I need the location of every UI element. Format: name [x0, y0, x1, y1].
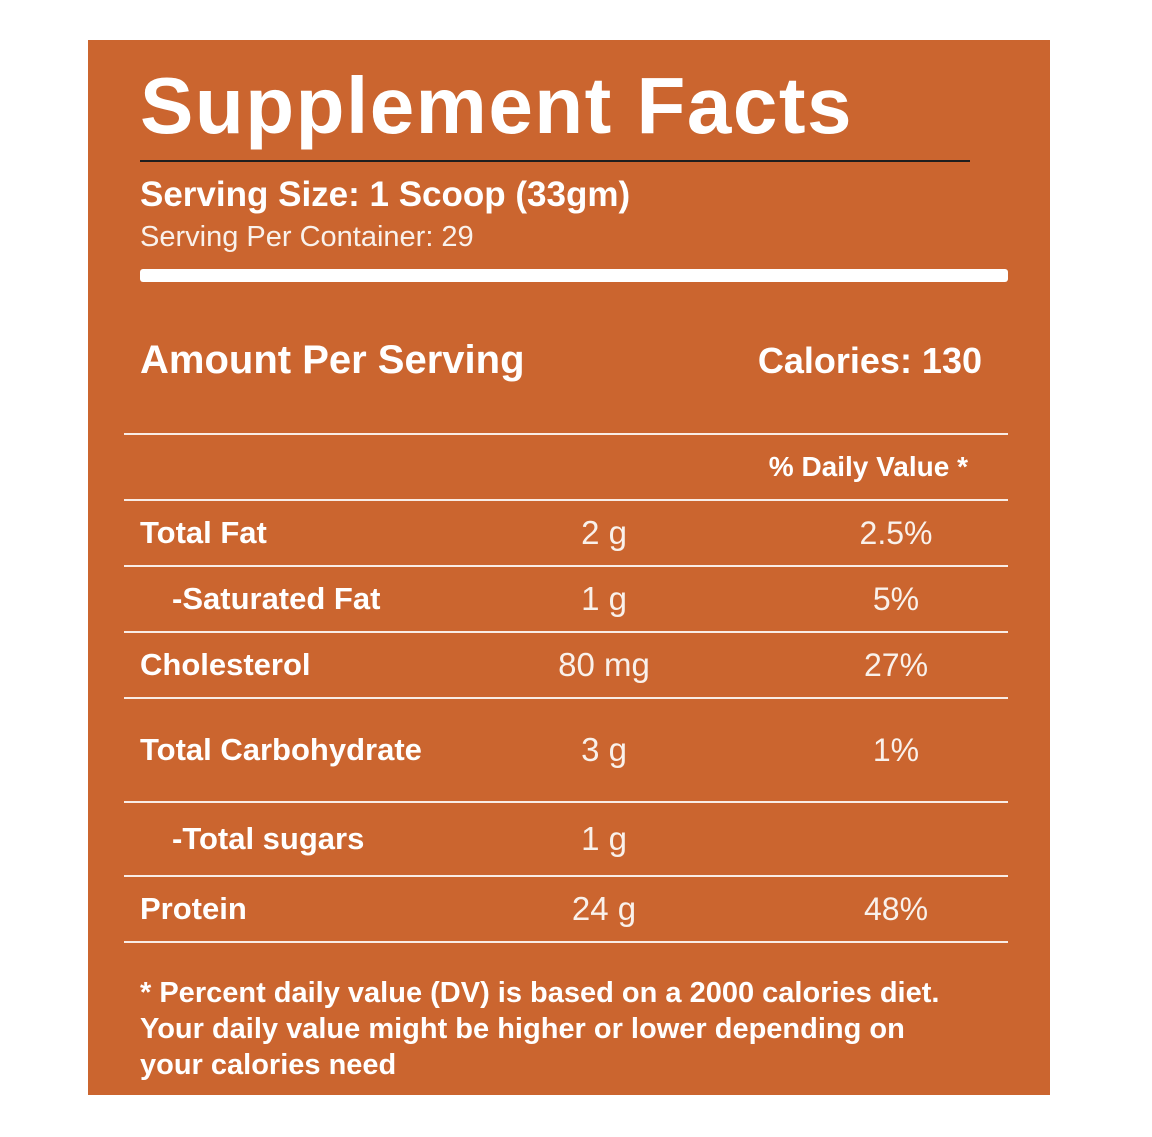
calories-value: Calories: 130: [757, 340, 982, 382]
amount-per-serving-label: Amount Per Serving: [140, 338, 525, 383]
servings-per-container-text: Serving Per Container: 29: [140, 221, 474, 254]
nutrient-amount: 2 g: [581, 514, 627, 552]
nutrient-name: -Saturated Fat: [172, 581, 381, 617]
nutrient-daily-value: 27%: [863, 646, 929, 683]
footnote-line: your calories need: [140, 1049, 397, 1082]
section-divider-bar: [140, 269, 1008, 283]
nutrient-daily-value: 48%: [863, 890, 929, 927]
nutrient-amount: 80 mg: [558, 646, 650, 684]
nutrient-amount: 3 g: [581, 731, 627, 769]
nutrient-table: % Daily Value * Total Fat 2 g 2.5% -Satu…: [124, 433, 1008, 944]
footnote-line: * Percent daily value (DV) is based on a…: [140, 977, 940, 1010]
serving-size-text: Serving Size: 1 Scoop (33gm): [140, 175, 631, 215]
table-header-row: % Daily Value *: [124, 433, 1008, 499]
table-row-protein: Protein 24 g 48%: [124, 875, 1008, 941]
table-row-total-carbohydrate: Total Carbohydrate 3 g 1%: [124, 697, 1008, 801]
nutrient-name: -Total sugars: [172, 821, 365, 857]
nutrient-daily-value: 2.5%: [859, 514, 933, 551]
nutrient-daily-value: 5%: [872, 580, 920, 617]
nutrient-name: Total Carbohydrate: [140, 732, 422, 768]
nutrient-amount: 1 g: [581, 580, 627, 618]
table-row-total-fat: Total Fat 2 g 2.5%: [124, 499, 1008, 565]
table-row-cholesterol: Cholesterol 80 mg 27%: [124, 631, 1008, 697]
table-row-saturated-fat: -Saturated Fat 1 g 5%: [124, 565, 1008, 631]
nutrient-name: Total Fat: [140, 515, 267, 551]
nutrient-daily-value: 1%: [872, 731, 920, 768]
nutrient-amount: 1 g: [581, 820, 627, 858]
label-title: Supplement Facts: [140, 61, 854, 150]
amount-per-serving-row: Amount Per Serving Calories: 130: [140, 338, 982, 383]
daily-value-footnote: * Percent daily value (DV) is based on a…: [140, 975, 1008, 1083]
nutrient-name: Protein: [140, 891, 247, 927]
supplement-facts-label: Supplement Facts Serving Size: 1 Scoop (…: [88, 40, 1050, 1095]
nutrient-name: Cholesterol: [140, 647, 311, 683]
footnote-line: Your daily value might be higher or lowe…: [140, 1013, 905, 1046]
daily-value-column-header: % Daily Value *: [768, 451, 968, 483]
nutrient-amount: 24 g: [571, 890, 637, 928]
table-row-total-sugars: -Total sugars 1 g: [124, 801, 1008, 875]
title-divider-rule: [140, 160, 970, 163]
